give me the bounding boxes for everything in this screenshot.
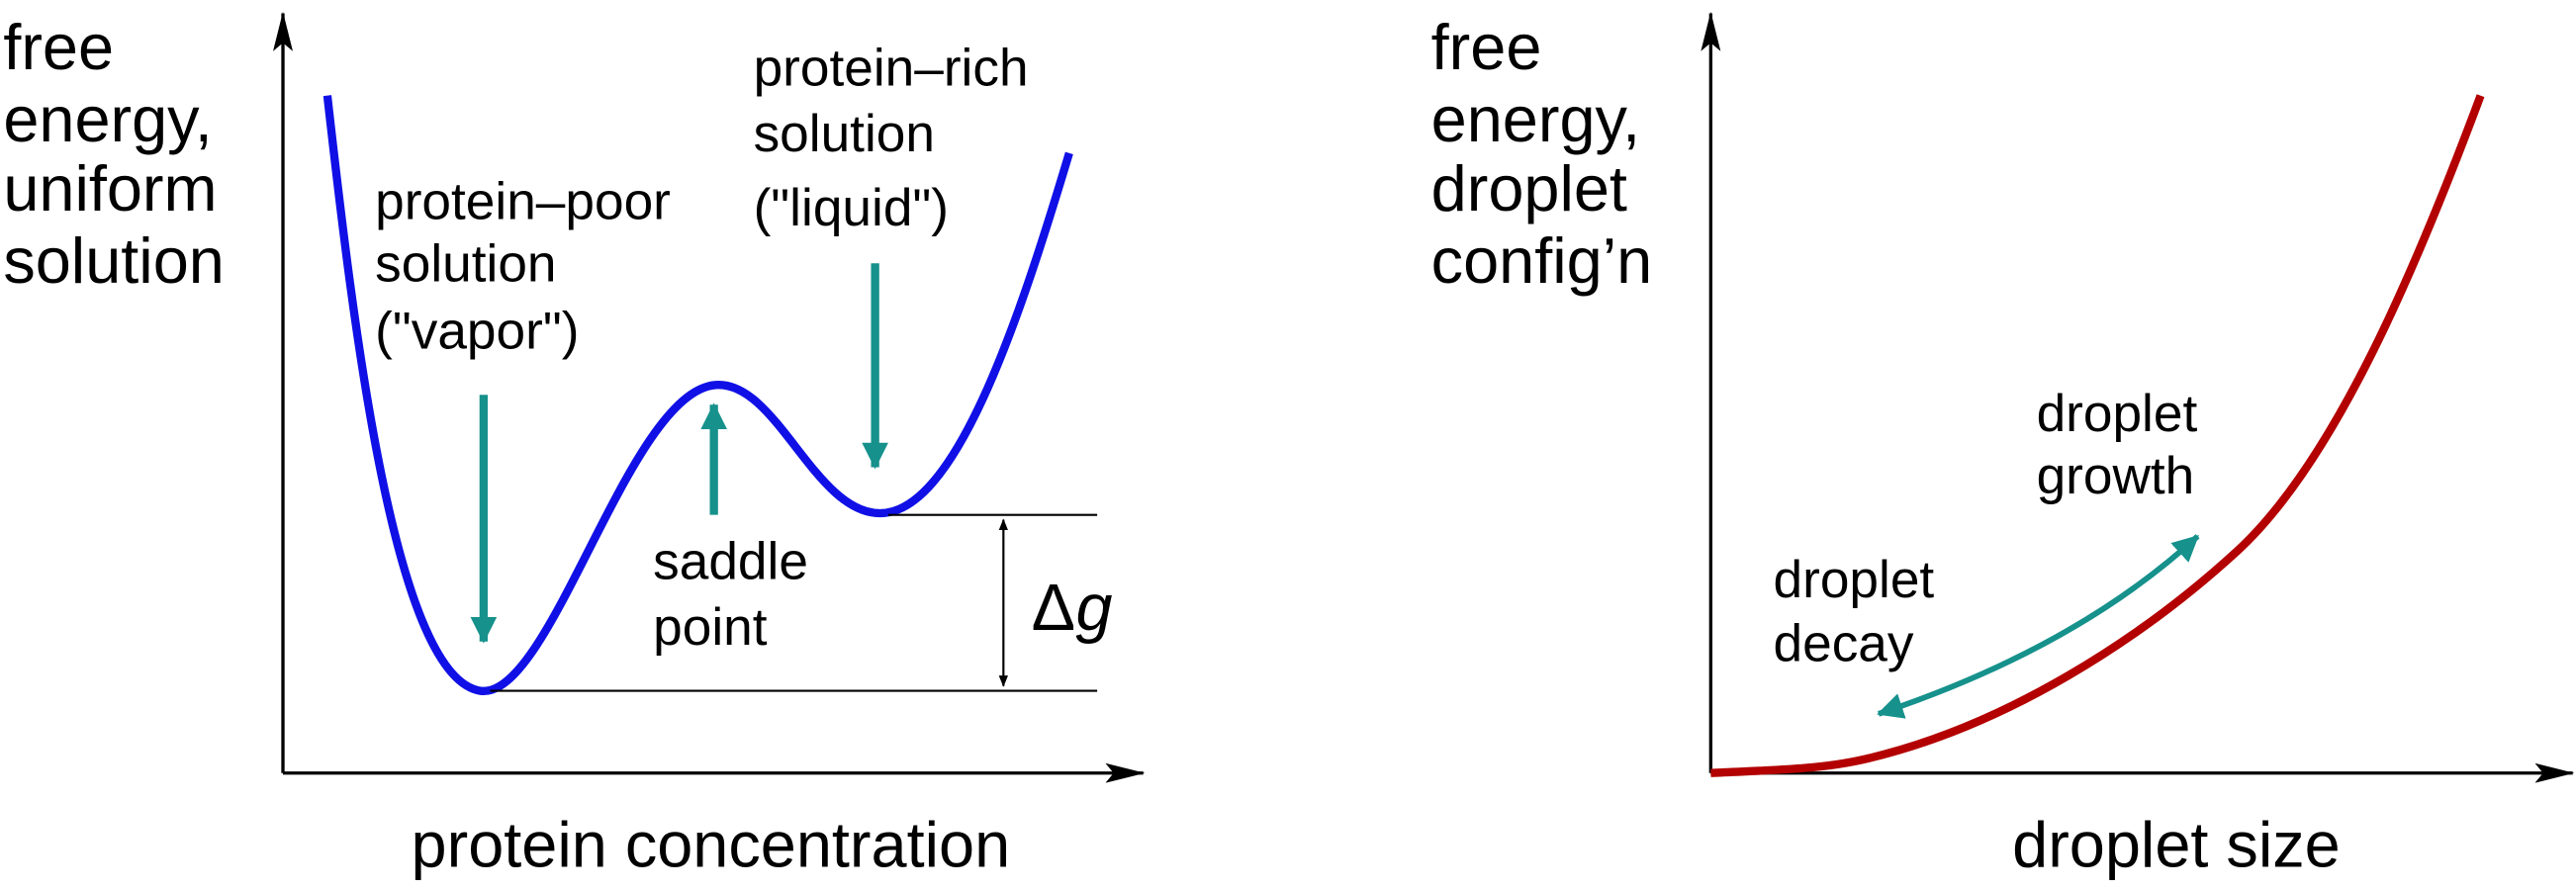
annotation: point <box>653 598 768 657</box>
teal-double-arrow <box>1877 534 2200 719</box>
annotation: droplet <box>1774 551 1935 609</box>
annotation: ("liquid") <box>754 179 949 237</box>
y-label: energy, <box>1431 83 1640 155</box>
x-label: protein concentration <box>412 809 1011 881</box>
annotation: growth <box>2037 447 2195 505</box>
y-label: droplet <box>1431 152 1627 224</box>
free-energy-curve <box>322 95 1073 695</box>
annotation: decay <box>1774 615 1914 673</box>
x-label: droplet size <box>2012 809 2341 881</box>
right-panel: free energy, droplet config’n droplet de… <box>1431 11 2575 881</box>
annotation: protein–rich <box>754 40 1029 98</box>
y-label: uniform <box>3 152 217 224</box>
y-label: free <box>1431 11 1542 83</box>
left-panel: free energy, uniform solution protein–po… <box>3 11 1146 881</box>
delta-symbol: Δ <box>1032 572 1075 645</box>
annotation: solution <box>375 235 556 294</box>
delta-variable: g <box>1075 572 1112 645</box>
y-label: energy, <box>3 83 212 155</box>
annotation: protein–poor <box>375 172 671 230</box>
annotation: ("vapor") <box>375 303 579 361</box>
y-label: solution <box>3 224 225 297</box>
y-label: config’n <box>1431 224 1653 297</box>
annotation: saddle <box>653 533 808 591</box>
annotation: solution <box>754 105 935 163</box>
y-label: free <box>3 11 114 83</box>
annotation: droplet <box>2037 385 2198 443</box>
